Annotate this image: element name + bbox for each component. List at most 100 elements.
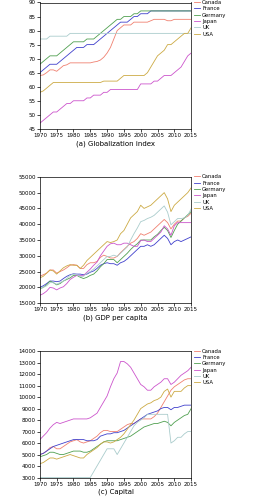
UK — [176, 216, 179, 222]
Canada — [99, 57, 102, 63]
Japan — [142, 384, 146, 390]
UK — [42, 474, 45, 480]
Japan — [89, 415, 92, 421]
France — [179, 238, 183, 244]
France — [173, 8, 176, 14]
Germany — [68, 449, 72, 455]
UK — [189, 428, 193, 434]
USA — [136, 72, 139, 78]
Japan — [149, 387, 152, 393]
France — [105, 30, 109, 36]
UK — [82, 274, 85, 280]
USA — [116, 237, 119, 243]
Canada — [189, 376, 193, 382]
X-axis label: (a) Globalization index: (a) Globalization index — [76, 140, 155, 146]
Germany — [65, 276, 68, 282]
UK — [99, 260, 102, 266]
Germany — [122, 14, 126, 20]
France — [99, 433, 102, 439]
Canada — [176, 218, 179, 224]
Japan — [126, 240, 129, 246]
UK — [89, 268, 92, 274]
Japan — [72, 416, 75, 422]
Germany — [173, 8, 176, 14]
UK — [72, 271, 75, 277]
USA — [139, 72, 142, 78]
Canada — [163, 216, 166, 222]
USA — [75, 80, 78, 86]
France — [102, 33, 105, 39]
Japan — [186, 368, 189, 374]
Germany — [136, 10, 139, 16]
UK — [173, 218, 176, 224]
Canada — [52, 67, 55, 73]
USA — [92, 447, 95, 453]
Canada — [169, 387, 173, 393]
Canada — [38, 274, 42, 280]
UK — [42, 36, 45, 42]
Canada — [116, 28, 119, 34]
Germany — [42, 284, 45, 290]
France — [176, 404, 179, 410]
USA — [183, 385, 186, 391]
Canada — [82, 440, 85, 446]
UK — [112, 252, 115, 258]
Canada — [169, 18, 173, 24]
Canada — [136, 418, 139, 424]
Canada — [166, 393, 169, 399]
USA — [186, 382, 189, 388]
USA — [95, 248, 99, 254]
Germany — [153, 234, 156, 240]
France — [95, 266, 99, 272]
UK — [186, 30, 189, 36]
USA — [58, 268, 62, 274]
France — [119, 260, 122, 266]
Japan — [146, 387, 149, 393]
Germany — [132, 431, 136, 437]
Canada — [122, 22, 126, 28]
USA — [156, 396, 159, 402]
Japan — [159, 379, 163, 385]
Japan — [52, 422, 55, 428]
UK — [62, 33, 65, 39]
USA — [186, 30, 189, 36]
UK — [102, 452, 105, 458]
Germany — [92, 446, 95, 452]
France — [146, 242, 149, 248]
France — [58, 441, 62, 447]
UK — [112, 30, 115, 36]
UK — [109, 254, 112, 260]
UK — [79, 274, 82, 280]
France — [139, 10, 142, 16]
France — [68, 50, 72, 56]
Canada — [42, 450, 45, 456]
France — [116, 22, 119, 28]
Germany — [186, 412, 189, 418]
Japan — [62, 420, 65, 426]
Canada — [48, 267, 52, 273]
Germany — [92, 271, 95, 277]
USA — [153, 199, 156, 205]
Canada — [166, 220, 169, 226]
Germany — [139, 237, 142, 243]
Germany — [156, 420, 159, 426]
Canada — [153, 226, 156, 232]
USA — [45, 458, 48, 464]
UK — [142, 415, 146, 421]
France — [186, 402, 189, 408]
USA — [179, 196, 183, 202]
USA — [189, 25, 193, 31]
Japan — [38, 120, 42, 126]
UK — [85, 270, 89, 276]
USA — [95, 80, 99, 86]
Canada — [139, 19, 142, 25]
UK — [68, 272, 72, 278]
Germany — [79, 39, 82, 45]
USA — [116, 78, 119, 84]
Germany — [149, 422, 152, 428]
Japan — [99, 92, 102, 98]
UK — [52, 33, 55, 39]
Germany — [166, 420, 169, 426]
USA — [146, 204, 149, 210]
France — [139, 416, 142, 422]
